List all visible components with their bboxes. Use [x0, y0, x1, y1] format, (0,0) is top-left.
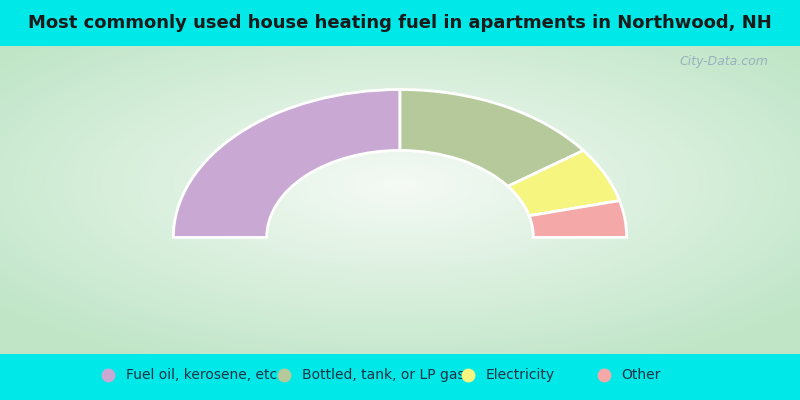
Text: Electricity: Electricity	[486, 368, 554, 382]
Wedge shape	[529, 201, 626, 238]
Text: Other: Other	[622, 368, 661, 382]
Text: Most commonly used house heating fuel in apartments in Northwood, NH: Most commonly used house heating fuel in…	[28, 14, 772, 32]
Wedge shape	[508, 150, 619, 216]
Wedge shape	[400, 90, 583, 186]
Text: City-Data.com: City-Data.com	[679, 55, 768, 68]
Text: Bottled, tank, or LP gas: Bottled, tank, or LP gas	[302, 368, 464, 382]
Text: Fuel oil, kerosene, etc.: Fuel oil, kerosene, etc.	[126, 368, 281, 382]
Wedge shape	[174, 90, 400, 238]
